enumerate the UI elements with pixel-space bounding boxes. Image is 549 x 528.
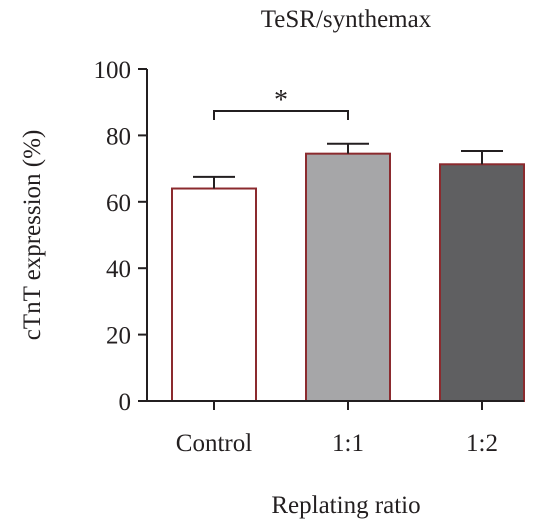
y-axis-label: cTnT expression (%): [19, 130, 46, 341]
y-tick-label: 60: [106, 190, 131, 217]
x-axis: Control 1:1 1:2: [147, 400, 524, 457]
bar-control: [171, 187, 257, 402]
bars-group: [171, 152, 525, 402]
chart-title: TeSR/synthemax: [261, 6, 432, 33]
y-tick-label: 80: [106, 123, 131, 150]
significance-star: *: [274, 85, 288, 116]
x-tick-label: Control: [176, 430, 252, 457]
y-tick-label: 40: [106, 256, 131, 283]
x-tick-label: 1:1: [332, 430, 364, 457]
bar-1-1: [305, 152, 391, 402]
significance-group: *: [213, 85, 349, 120]
bar-1-2: [439, 163, 525, 402]
significance-bracket: [213, 110, 349, 120]
error-bars-group: [193, 142, 503, 189]
x-axis-label: Replating ratio: [271, 492, 420, 519]
y-tick-label: 100: [94, 57, 132, 84]
y-axis: 0 20 40 60 80 100: [94, 57, 148, 416]
y-tick-label: 0: [119, 389, 132, 416]
y-tick-label: 20: [106, 323, 131, 350]
x-tick-label: 1:2: [466, 430, 498, 457]
